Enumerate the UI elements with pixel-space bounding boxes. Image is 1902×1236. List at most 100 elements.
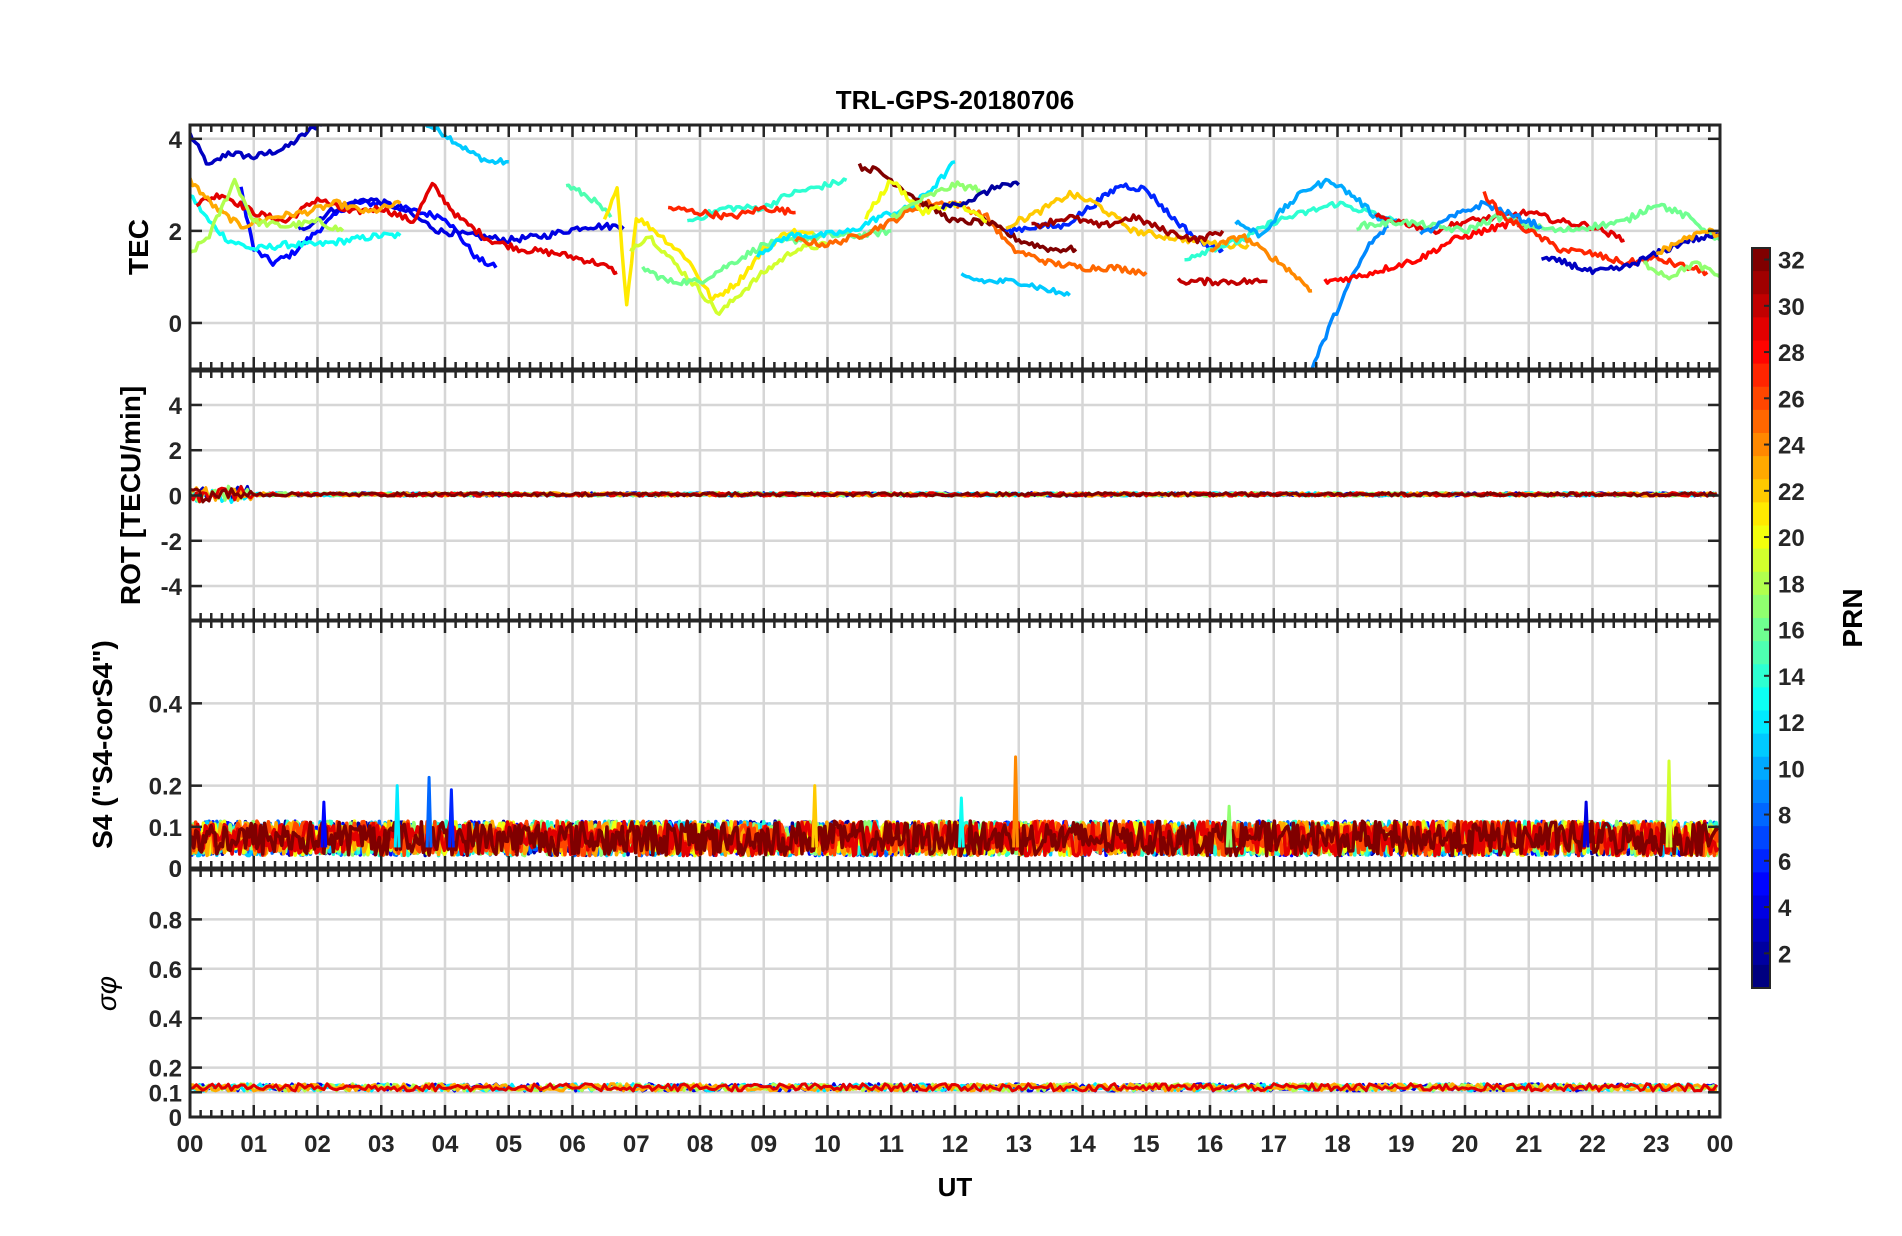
tec-series-prn-17: [1643, 260, 1720, 281]
colorbar-tick-label: 18: [1778, 571, 1805, 598]
tec-series-prn-32: [857, 162, 1078, 254]
x-axis: 00 01 02 03 04 05 06 07 08 09 10 11 12 13 14 15 16 17 18 19…: [177, 1131, 1734, 1158]
data-sigma: [190, 1082, 1719, 1093]
s4-spike: [447, 788, 455, 848]
colorbar-band: [1752, 779, 1770, 804]
tec-series-prn-30: [1176, 276, 1268, 287]
s4-spike: [1665, 759, 1673, 848]
colorbar-band: [1752, 941, 1770, 966]
colorbar-band: [1752, 317, 1770, 342]
colorbar-band: [1752, 363, 1770, 388]
x-tick-label: 19: [1388, 1131, 1415, 1158]
tec-series-prn-29: [195, 181, 618, 276]
colorbar-label: PRN: [1837, 588, 1868, 647]
tec-series-prn-10: [1234, 177, 1403, 239]
colorbar-tick-label: 2: [1778, 941, 1791, 968]
colorbar-tick-label: 14: [1778, 664, 1805, 691]
s4-spike: [393, 784, 401, 848]
x-tick-label: 22: [1579, 1131, 1606, 1158]
colorbar-tick-label: 32: [1778, 248, 1805, 275]
colorbar-band: [1752, 641, 1770, 665]
y-tick-label: 0.4: [149, 691, 183, 718]
colorbar-tick-label: 8: [1778, 803, 1791, 830]
tec-series-prn-31: [1031, 213, 1225, 245]
colorbar-band: [1752, 456, 1770, 480]
y-tick-label: 0: [169, 311, 182, 338]
x-tick-label: 11: [879, 1131, 904, 1158]
y-axis-label: S4 ("S4-corS4"): [87, 640, 118, 849]
y-tick-label: 0.4: [149, 1006, 183, 1033]
tec-series-prn-11: [960, 272, 1071, 297]
tec-series-prn-2: [940, 180, 1020, 211]
colorbar-tick-label: 20: [1778, 525, 1805, 552]
tec-series-prn-27: [1482, 190, 1709, 277]
x-tick-label: 21: [1515, 1131, 1542, 1158]
x-tick-label: 04: [432, 1131, 459, 1158]
colorbar-band: [1752, 594, 1770, 619]
tec-series-prn-24: [1209, 233, 1313, 293]
y-axis-label: TEC: [123, 219, 154, 275]
colorbar-band: [1752, 433, 1770, 457]
colorbar-frame: [1751, 247, 1771, 989]
x-tick-label: 16: [1197, 1131, 1224, 1158]
y-tick-label: 0: [169, 856, 182, 883]
tec-series-prn-17: [889, 180, 982, 219]
colorbar-band: [1752, 386, 1770, 411]
y-tick-label: -4: [161, 574, 183, 601]
colorbar-tick-label: 10: [1778, 756, 1805, 783]
x-ticks: [188, 870, 1722, 1117]
colorbar-band: [1752, 409, 1770, 434]
panel-tec: 0 2 4 TEC: [123, 123, 1722, 371]
x-tick-label: 18: [1324, 1131, 1351, 1158]
y-axis-label: ROT [TECU/min]: [115, 386, 146, 605]
x-tick-label: 23: [1643, 1131, 1670, 1158]
colorbar-band: [1752, 918, 1770, 943]
x-tick-label: 20: [1452, 1131, 1479, 1158]
s4-spike: [811, 784, 819, 848]
y-tick-label: 0: [169, 484, 182, 511]
colorbar-band: [1752, 571, 1770, 596]
x-axis-label: UT: [938, 1172, 973, 1202]
s4-spike: [1225, 804, 1233, 848]
s4-spike: [1012, 755, 1019, 848]
tec-series-prn-13: [190, 193, 402, 252]
colorbar-band: [1752, 340, 1770, 365]
tec-series-prn-23: [190, 177, 402, 230]
colorbar-band: [1752, 271, 1770, 295]
data-rot: [190, 484, 1718, 504]
x-tick-label: 02: [304, 1131, 331, 1158]
x-tick-label: 00: [1707, 1131, 1734, 1158]
s4-spike: [957, 796, 965, 848]
y-tick-label: 4: [169, 393, 183, 420]
y-tick-label: 0: [169, 1105, 182, 1132]
tec-series-prn-3: [190, 125, 324, 166]
data-s4: [190, 755, 1720, 858]
tec-series-prn-20: [864, 179, 988, 224]
colorbar-band: [1752, 248, 1770, 272]
data-tec: [190, 125, 1720, 369]
colorbar-tick-label: 28: [1778, 340, 1805, 367]
x-ticks: [188, 621, 1722, 868]
x-tick-label: 17: [1260, 1131, 1287, 1158]
x-tick-label: 12: [942, 1131, 969, 1158]
colorbar-band: [1752, 849, 1770, 873]
colorbar-tick-label: 12: [1778, 710, 1805, 737]
tec-series-prn-9: [1419, 199, 1543, 236]
x-ticks: [188, 371, 1722, 620]
tec-series-prn-19: [629, 235, 829, 316]
colorbar-band: [1752, 826, 1770, 850]
colorbar-tick-label: 6: [1778, 849, 1791, 876]
y-tick-label: 0.1: [149, 1080, 182, 1107]
colorbar-band: [1752, 803, 1770, 827]
y-tick-label: 0.2: [149, 1056, 182, 1083]
grid: [190, 870, 1720, 1119]
colorbar-band: [1752, 895, 1770, 920]
x-tick-label: 10: [814, 1131, 841, 1158]
colorbar-band: [1752, 479, 1770, 503]
y-tick-label: 0: [169, 856, 182, 883]
y-tick-label: 0.1: [149, 815, 182, 842]
colorbar-band: [1752, 548, 1770, 573]
x-tick-label: 00: [177, 1131, 204, 1158]
